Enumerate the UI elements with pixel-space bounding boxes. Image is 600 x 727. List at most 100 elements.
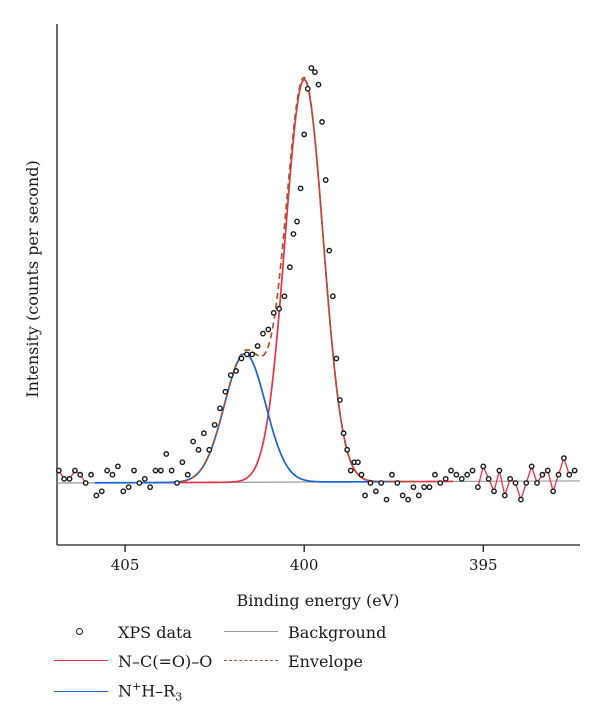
series-nco-fit xyxy=(153,78,454,484)
xps-data-point xyxy=(294,218,300,225)
xps-data-point xyxy=(344,446,351,453)
xps-chart: 405 400 395 Binding energy (eV) Intensity … xyxy=(23,24,581,610)
legend-label-xps-data: XPS data xyxy=(118,622,192,642)
legend-line-nco xyxy=(52,651,110,671)
legend-item-envelope: Envelope xyxy=(222,651,363,671)
xps-data-point xyxy=(523,480,530,486)
xps-data-point xyxy=(432,471,438,478)
xps-data-point xyxy=(190,438,197,445)
xps-data-point xyxy=(458,475,465,482)
xps-data-point xyxy=(174,480,180,486)
xps-data-point xyxy=(270,309,277,316)
xps-data-point xyxy=(286,264,293,271)
xps-data-point xyxy=(367,480,374,486)
xps-data-point xyxy=(571,467,578,474)
xps-data-point xyxy=(464,471,471,478)
xps-data-point xyxy=(340,430,347,437)
xps-data-point xyxy=(168,467,175,474)
xps-data-point xyxy=(560,455,567,461)
xps-data-point xyxy=(312,69,318,76)
xps-data-point xyxy=(347,467,354,474)
xps-data-point xyxy=(125,484,132,491)
xps-data-point xyxy=(297,185,304,192)
xps-data-point xyxy=(66,475,73,482)
xps-data-point xyxy=(448,467,454,474)
xps-data-point xyxy=(326,247,333,254)
xps-data-point xyxy=(469,467,476,474)
xps-data-point xyxy=(329,293,336,300)
xps-data-point xyxy=(55,467,62,474)
xps-data-point xyxy=(354,459,361,466)
xps-data-point xyxy=(115,463,121,470)
xps-data-point xyxy=(157,467,164,474)
xps-data-point xyxy=(517,496,524,503)
xps-data-point xyxy=(233,368,240,374)
xps-data-point xyxy=(301,131,308,138)
xps-data-point xyxy=(120,488,127,495)
xps-data-point xyxy=(147,484,154,491)
xps-data-point xyxy=(200,430,207,437)
xps-data-point xyxy=(442,475,449,482)
xps-data-point xyxy=(358,471,365,478)
xps-data-point xyxy=(437,480,444,486)
series-envelope xyxy=(182,76,418,483)
xps-data-point xyxy=(290,231,297,237)
chart-legend: XPS data Background N–C(=O)–O Envelope N… xyxy=(0,610,600,727)
xps-data-point xyxy=(333,355,340,362)
xps-data-point xyxy=(507,475,514,482)
xps-data-point xyxy=(227,372,234,378)
xps-data-point xyxy=(539,471,546,478)
xps-data-point xyxy=(372,488,379,495)
xps-data-point xyxy=(501,492,508,499)
xps-data-point xyxy=(98,488,105,495)
xps-data-point xyxy=(453,471,460,478)
xps-data-point xyxy=(512,480,519,486)
xps-data-point xyxy=(308,65,315,71)
xps-data-point xyxy=(319,119,325,125)
xps-data-point xyxy=(131,467,137,474)
legend-label-nco: N–C(=O)–O xyxy=(118,651,213,671)
xps-data-point xyxy=(550,488,557,495)
xps-data-point xyxy=(304,85,311,92)
xps-data-point xyxy=(206,446,213,453)
xps-data-point xyxy=(195,446,202,453)
xps-data-point xyxy=(249,351,256,358)
xps-data-point xyxy=(480,463,487,470)
legend-label-envelope: Envelope xyxy=(288,651,363,671)
x-tick-label: 395 xyxy=(469,556,498,574)
xps-data-point xyxy=(104,467,111,474)
xps-data-point xyxy=(93,492,100,499)
xps-data-point xyxy=(534,480,540,486)
xps-data-point xyxy=(61,475,68,482)
x-tick-label: 400 xyxy=(290,556,319,574)
legend-item-xps-data: XPS data xyxy=(52,622,192,642)
xps-data-point xyxy=(426,484,433,491)
legend-label-nhr: N+H–R3 xyxy=(118,680,183,704)
xps-data-point xyxy=(72,467,78,474)
legend-line-background xyxy=(222,622,280,642)
x-tick-label: 405 xyxy=(111,556,140,574)
xps-data-point xyxy=(496,467,503,474)
xps-data-point xyxy=(528,463,535,470)
xps-data-point xyxy=(399,492,406,499)
xps-data-point xyxy=(163,451,170,457)
legend-item-nco: N–C(=O)–O xyxy=(52,651,212,671)
xps-data-point xyxy=(555,471,562,478)
xps-data-point xyxy=(544,467,551,474)
xps-data-point xyxy=(566,471,573,478)
legend-line-nhr xyxy=(52,682,110,702)
xps-data-point xyxy=(405,496,411,503)
data-points xyxy=(55,65,578,503)
xps-data-point xyxy=(265,326,272,333)
xps-data-point xyxy=(491,488,497,495)
xps-data-point xyxy=(179,459,186,466)
xps-data-point xyxy=(281,293,288,300)
legend-label-background: Background xyxy=(288,622,387,642)
x-ticks: 405 400 395 xyxy=(111,545,498,574)
xps-data-point xyxy=(260,330,266,337)
xps-data-point xyxy=(152,467,159,474)
xps-data-point xyxy=(415,492,422,499)
plot-area: 405 400 395 xyxy=(55,24,581,574)
xps-data-point xyxy=(421,484,428,491)
xps-data-point xyxy=(475,484,481,491)
